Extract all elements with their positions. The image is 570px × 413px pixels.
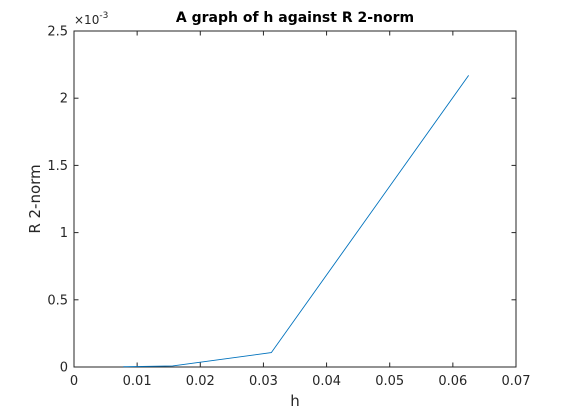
y-axis-exponent: ×10-3	[74, 11, 108, 27]
x-tick-label: 0	[70, 374, 78, 389]
x-tick-label: 0.03	[249, 374, 278, 389]
x-tick-label: 0.05	[375, 374, 404, 389]
y-tick-label: 0.5	[47, 293, 68, 308]
series-layer	[123, 75, 470, 368]
plot-area	[73, 30, 517, 368]
y-exponent-power: -3	[99, 11, 108, 21]
y-tick-label: 1	[60, 226, 68, 241]
y-tick-label: 2.5	[47, 25, 68, 40]
x-axis-label: h	[290, 392, 300, 410]
x-tick-label: 0.06	[438, 374, 467, 389]
series-line	[123, 75, 470, 368]
y-tick-label: 1.5	[47, 159, 68, 174]
y-axis-ticks: 0 0.5 1 1.5 2 2.5	[47, 25, 516, 376]
x-tick-label: 0.04	[312, 374, 341, 389]
x-tick-label: 0.02	[186, 374, 215, 389]
x-tick-label: 0.01	[123, 374, 152, 389]
x-axis-ticks: 0 0.01 0.02 0.03 0.04 0.05 0.06 0.07	[70, 31, 531, 389]
y-tick-label: 2	[60, 92, 68, 107]
x-tick-label: 0.07	[502, 374, 531, 389]
y-exponent-base: ×10	[74, 13, 99, 27]
y-tick-label: 0	[60, 361, 68, 376]
y-axis-label: R 2-norm	[26, 164, 44, 233]
chart-title: A graph of h against R 2-norm	[176, 10, 414, 26]
